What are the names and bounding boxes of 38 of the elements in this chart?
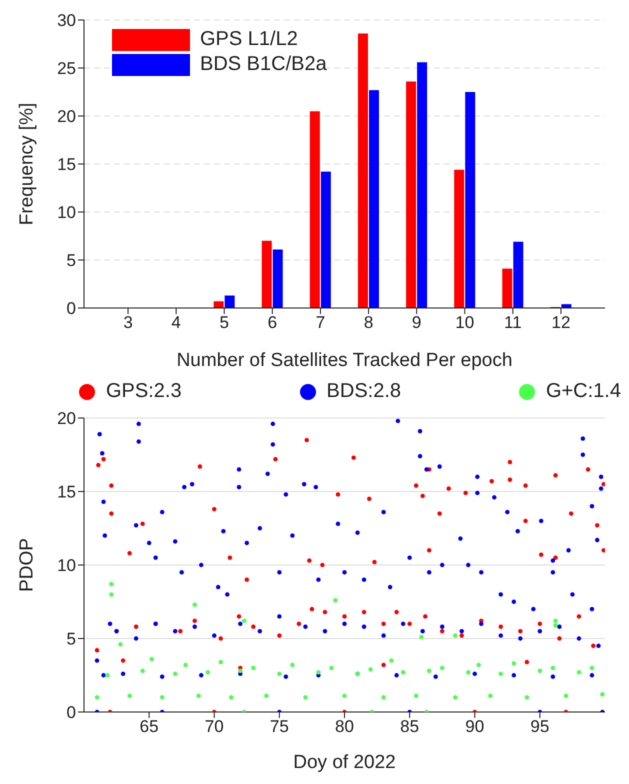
x-tick-label: 5: [220, 313, 229, 332]
y-axis-title: Frequency [%]: [16, 102, 38, 226]
y-tick-label: 15: [57, 482, 76, 502]
x-tick-label: 65: [140, 717, 159, 736]
x-tick-label: 6: [268, 313, 278, 332]
y-tick-label: 0: [66, 703, 76, 722]
x-tick-label: 8: [364, 313, 374, 332]
x-tick-label: 4: [171, 313, 181, 332]
legend-label: G+C:1.4: [546, 380, 621, 403]
y-tick-label: 5: [66, 630, 76, 649]
y-tick-label: 10: [57, 556, 76, 576]
legend-label: GPS:2.3: [106, 380, 182, 403]
y-axis-title: PDOP: [16, 538, 38, 592]
x-axis-title: Number of Satellites Tracked Per epoch: [176, 350, 512, 371]
x-tick-label: 11: [504, 313, 522, 332]
y-tick-label: 20: [57, 107, 76, 126]
x-tick-label: 9: [412, 313, 422, 332]
y-tick-label: 0: [66, 299, 76, 318]
y-tick-label: 20: [57, 409, 76, 428]
legend-label: GPS L1/L2: [200, 28, 298, 51]
x-tick-label: 7: [316, 313, 326, 332]
legend-label: BDS B1C/B2a: [200, 53, 327, 76]
x-tick-label: 85: [400, 717, 420, 736]
x-axis-title: Doy of 2022: [293, 752, 396, 773]
x-tick-label: 12: [551, 313, 570, 332]
legend-label: BDS:2.8: [326, 380, 402, 403]
y-tick-label: 5: [66, 251, 76, 270]
y-tick-label: 25: [57, 59, 76, 78]
x-tick-label: 70: [204, 717, 224, 736]
x-tick-label: 3: [123, 313, 133, 332]
y-tick-label: 15: [57, 155, 76, 174]
x-tick-label: 75: [270, 717, 289, 736]
x-tick-label: 90: [465, 717, 484, 736]
x-tick-label: 80: [335, 717, 354, 736]
x-tick-label: 10: [455, 313, 474, 332]
x-tick-label: 95: [530, 717, 550, 736]
y-tick-label: 30: [57, 11, 76, 30]
y-tick-label: 10: [57, 203, 76, 222]
